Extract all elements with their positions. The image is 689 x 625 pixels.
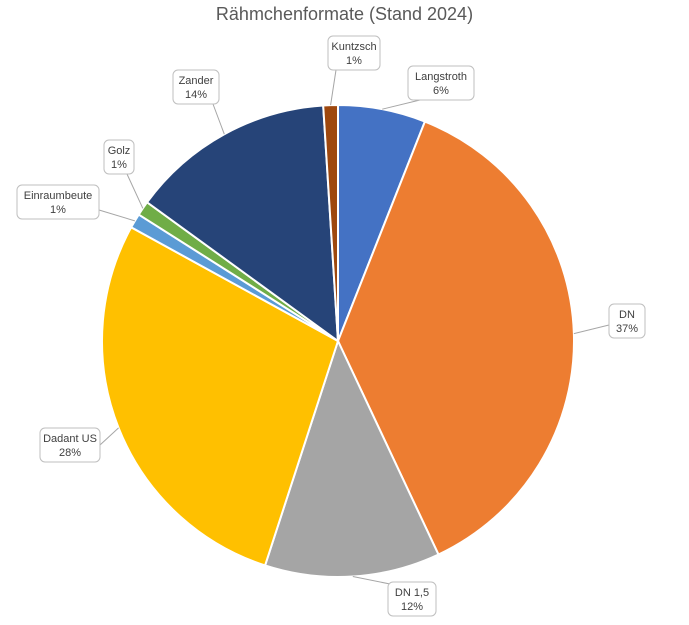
slice-value-kuntzsch: 1% <box>346 55 362 67</box>
slice-label-dn-1-5: DN 1,5 <box>395 587 429 599</box>
slice-value-dn-1-5: 12% <box>401 601 423 613</box>
callout-box-golz <box>103 139 135 175</box>
callout-leader-dn-1-5 <box>352 576 396 586</box>
pie-slice-dadant-us <box>101 225 340 567</box>
callout-leader-zander <box>212 103 225 135</box>
pie-slice-dn <box>336 120 575 556</box>
callout-leader-kuntzsch <box>330 69 337 106</box>
callout-box-einraumbeute <box>16 184 100 220</box>
slice-value-zander: 14% <box>185 89 207 101</box>
slice-label-golz: Golz <box>108 145 131 157</box>
callout-box-kuntzsch <box>327 35 381 71</box>
slice-label-einraumbeute: Einraumbeute <box>24 190 93 202</box>
callout-leader-golz <box>126 173 144 209</box>
pie-slice-kuntzsch <box>322 103 339 342</box>
pie-callouts: Langstroth 6% DN 37% DN 1,5 12% Dadant US 28% Ei… <box>16 35 646 617</box>
pie-slices <box>101 103 575 578</box>
pie-slice-zander <box>145 104 340 344</box>
slice-value-langstroth: 6% <box>433 85 449 97</box>
callout-box-dn <box>608 303 646 339</box>
slice-label-dn: DN <box>619 309 635 321</box>
callout-box-dn-1-5 <box>387 581 437 617</box>
callout-leader-einraumbeute <box>98 209 136 222</box>
callout-leader-dn <box>573 324 610 335</box>
slice-label-zander: Zander <box>179 75 214 87</box>
slice-value-dadant-us: 28% <box>59 447 81 459</box>
slice-value-golz: 1% <box>111 159 127 171</box>
callout-leader-langstroth <box>382 99 421 110</box>
chart-title: Rähmchenformate (Stand 2024) <box>215 4 474 24</box>
callout-box-langstroth <box>407 65 475 101</box>
pie-slice-dn-1-5 <box>263 338 440 578</box>
slice-label-kuntzsch: Kuntzsch <box>331 41 376 53</box>
slice-value-einraumbeute: 1% <box>50 204 66 216</box>
slice-label-langstroth: Langstroth <box>415 71 467 83</box>
slice-label-dadant-us: Dadant US <box>43 433 97 445</box>
callout-box-dadant-us <box>39 427 101 463</box>
callout-leader-dadant-us <box>99 427 119 446</box>
callout-box-zander <box>172 69 220 105</box>
slice-value-dn: 37% <box>616 323 638 335</box>
